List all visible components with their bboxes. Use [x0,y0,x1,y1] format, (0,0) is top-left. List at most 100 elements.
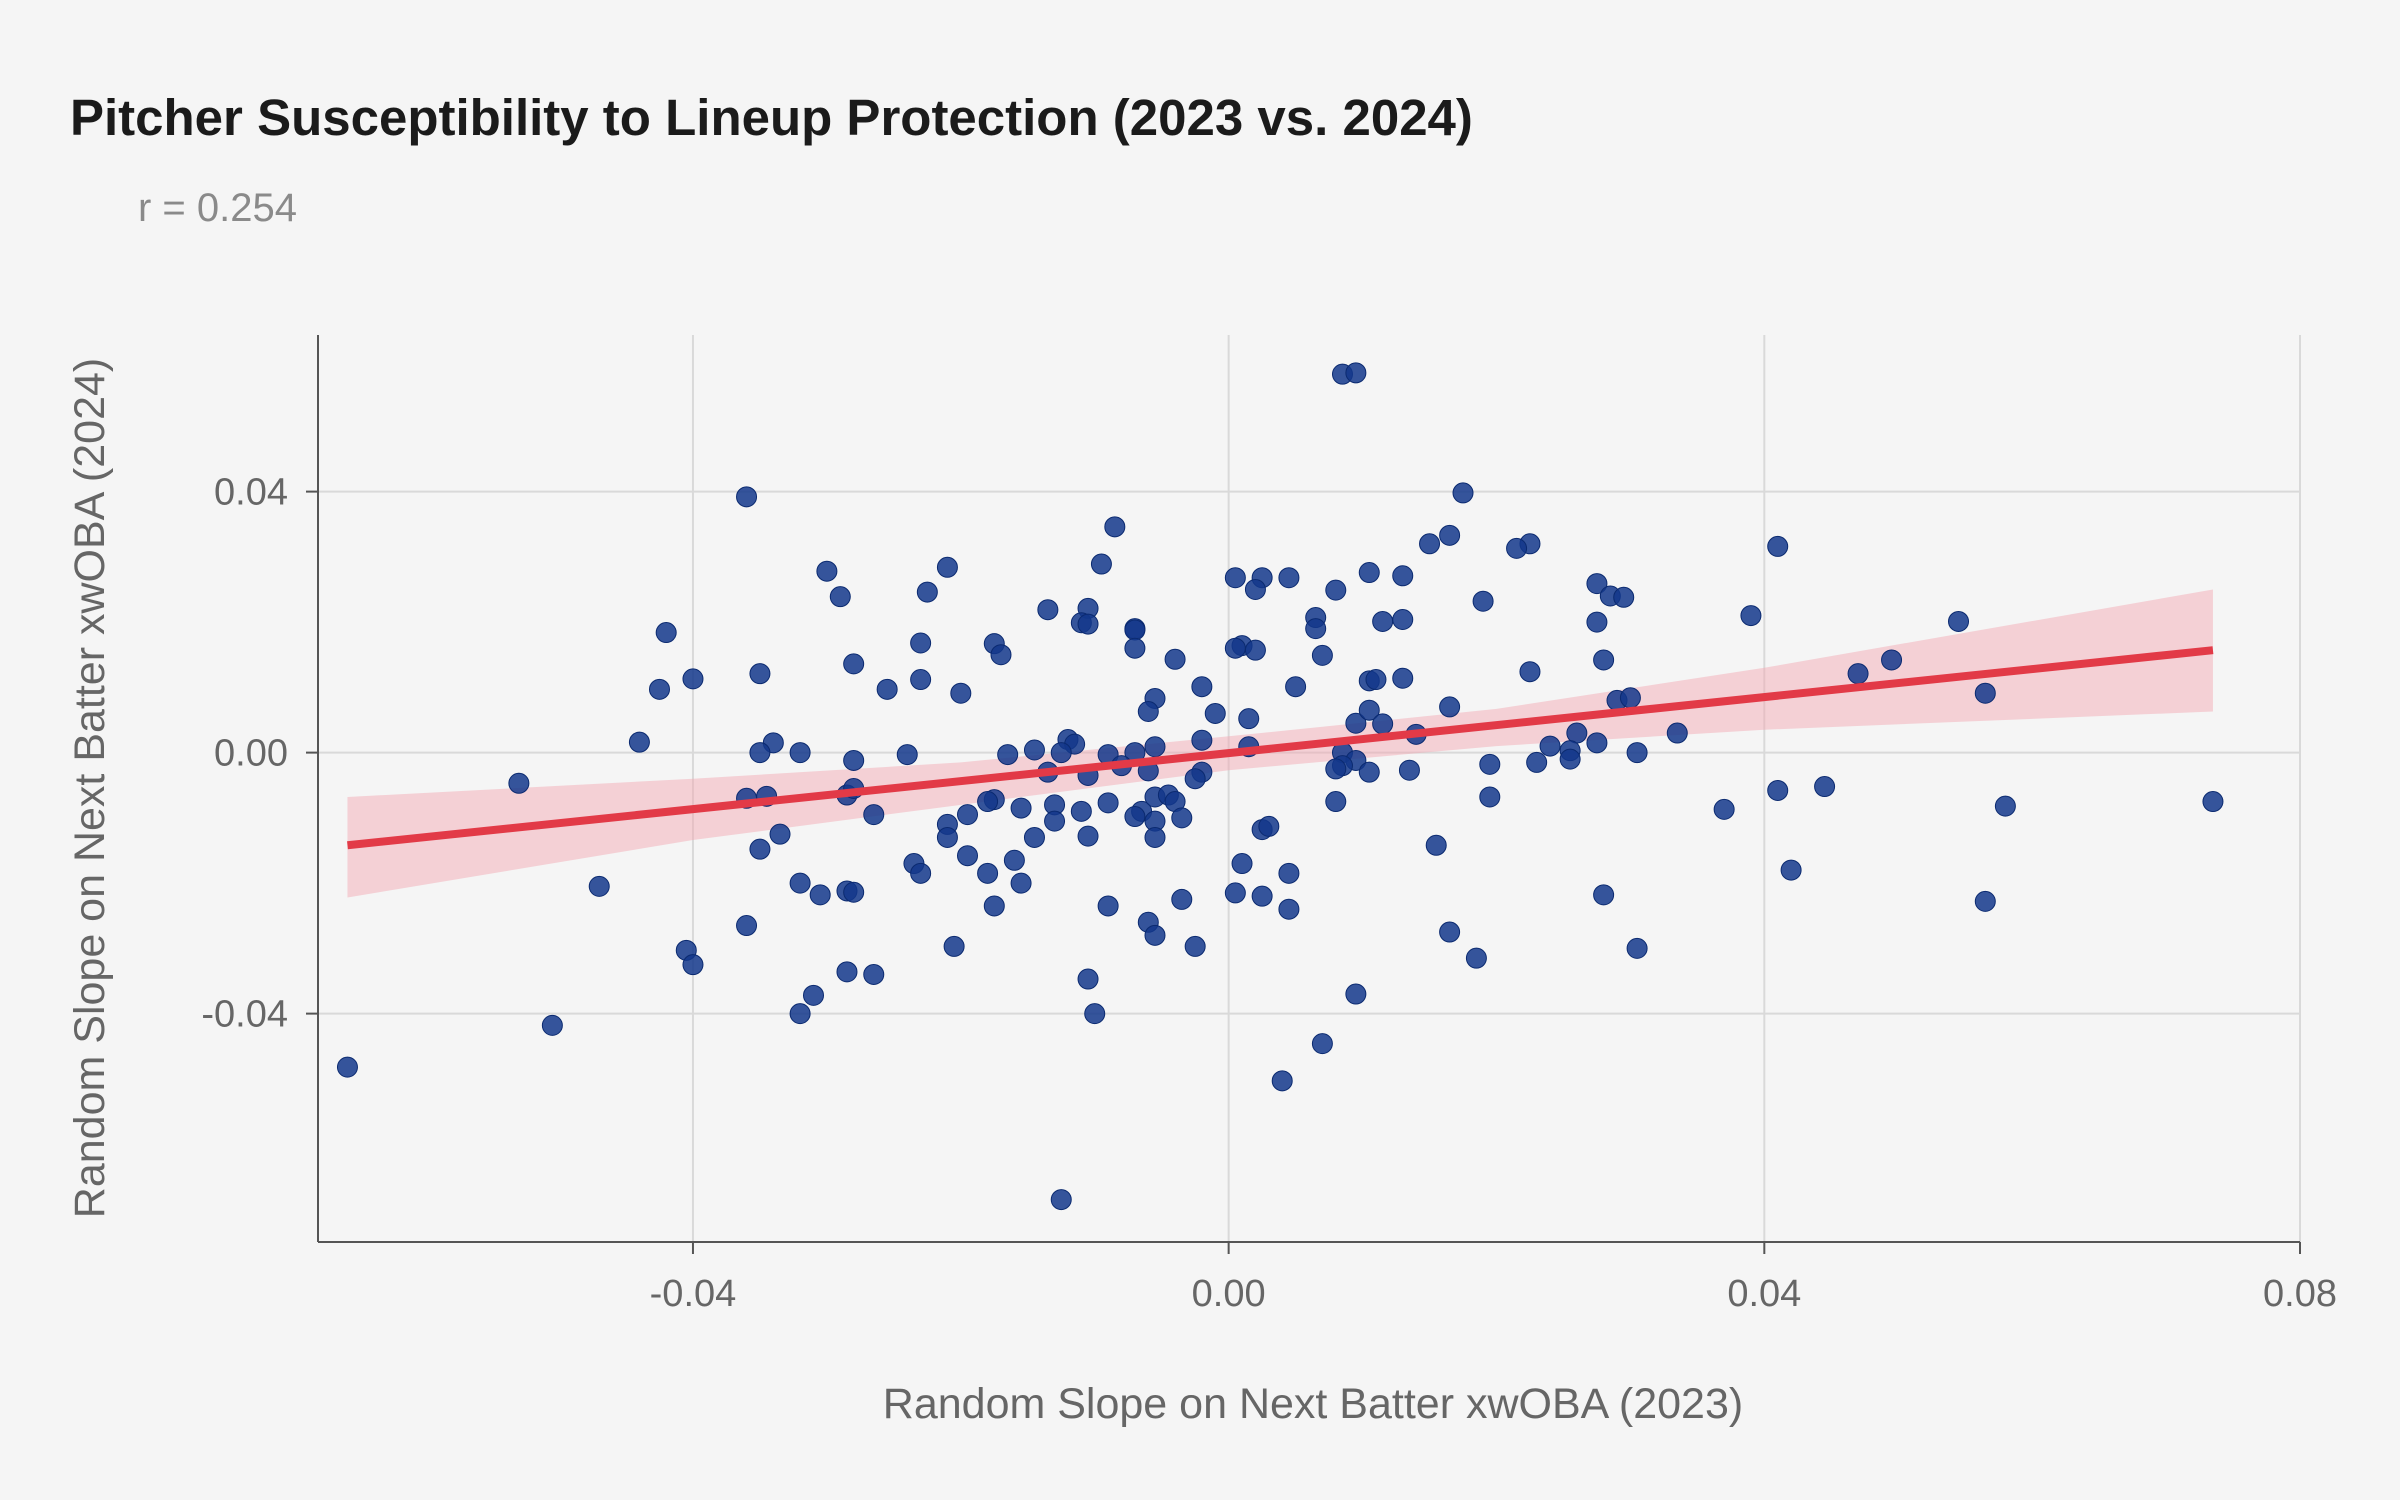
data-point [1224,882,1246,904]
data-point [1070,800,1092,822]
data-point [1948,610,1970,632]
data-point [1539,735,1561,757]
data-point [1358,699,1380,721]
data-point [1472,590,1494,612]
data-point [1713,798,1735,820]
data-point [836,961,858,983]
data-point [749,742,771,764]
data-point [1204,702,1226,724]
data-point [541,1014,563,1036]
y-tick-label: 0.04 [214,472,288,514]
data-point [1271,1070,1293,1092]
data-point [1506,537,1528,559]
x-tick-label: 0.08 [2263,1273,2337,1315]
data-point [863,804,885,826]
data-point [1097,792,1119,814]
data-point [1519,661,1541,683]
y-tick-label: 0.00 [214,733,288,775]
data-point [508,772,530,794]
data-point [1452,482,1474,504]
x-tick-label: 0.04 [1727,1273,1801,1315]
data-point [1278,567,1300,589]
data-point [749,838,771,860]
data-point [910,862,932,884]
data-point [1666,722,1688,744]
data-point [1244,578,1266,600]
data-point [749,663,771,685]
data-point [1626,742,1648,764]
data-point [1251,885,1273,907]
x-axis-title: Random Slope on Next Batter xwOBA (2023) [883,1380,1743,1428]
data-point [628,731,650,753]
data-point [1593,884,1615,906]
data-point [829,586,851,608]
data-point [1311,1033,1333,1055]
confidence-band-layer [347,589,2213,898]
trend-line-layer [347,646,2214,850]
data-point [910,632,932,654]
data-point [816,560,838,582]
chart-subtitle: r = 0.254 [138,186,298,230]
data-point [1325,758,1347,780]
data-point [1044,810,1066,832]
data-point [916,581,938,603]
y-axis-title: Random Slope on Next Batter xwOBA (2024) [66,358,114,1218]
data-point [1184,935,1206,957]
data-point [2202,791,2224,813]
data-point [769,823,791,845]
data-point [950,682,972,704]
data-point [789,872,811,894]
data-point [1311,644,1333,666]
data-point [1137,701,1159,723]
data-point [1285,676,1307,698]
data-point [1345,362,1367,384]
data-point [983,895,1005,917]
data-point [1171,807,1193,829]
data-point [936,556,958,578]
data-point [655,622,677,644]
data-point [1626,937,1648,959]
data-point [977,791,999,813]
data-point [1124,637,1146,659]
data-point [1439,696,1461,718]
data-point [588,875,610,897]
data-point [1439,524,1461,546]
data-point [1479,786,1501,808]
data-point [736,486,758,508]
data-point [1104,516,1126,538]
data-point [1392,667,1414,689]
data-point [1365,669,1387,691]
data-point [1392,565,1414,587]
data-point [1526,751,1548,773]
data-point [1023,739,1045,761]
data-point [1974,682,1996,704]
data-point [1419,533,1441,555]
data-point [1278,862,1300,884]
data-point [1358,761,1380,783]
data-point [336,1056,358,1078]
data-point [1814,776,1836,798]
data-point [682,668,704,690]
data-point [1425,834,1447,856]
data-point [1559,748,1581,770]
data-point [1586,611,1608,633]
data-point [1010,872,1032,894]
grid-lines [318,335,2301,1242]
chart-title: Pitcher Susceptibility to Lineup Protect… [70,89,1473,146]
data-point [876,678,898,700]
data-point [1994,795,2016,817]
data-point [1244,639,1266,661]
data-point [1191,729,1213,751]
data-point [1358,562,1380,584]
data-point [936,826,958,848]
data-point [1238,708,1260,730]
data-point [1124,806,1146,828]
data-point [1224,567,1246,589]
data-point [1144,826,1166,848]
data-point [957,804,979,826]
data-point [1392,608,1414,630]
data-point [736,915,758,937]
data-point [1084,1003,1106,1025]
data-point [1345,712,1367,734]
